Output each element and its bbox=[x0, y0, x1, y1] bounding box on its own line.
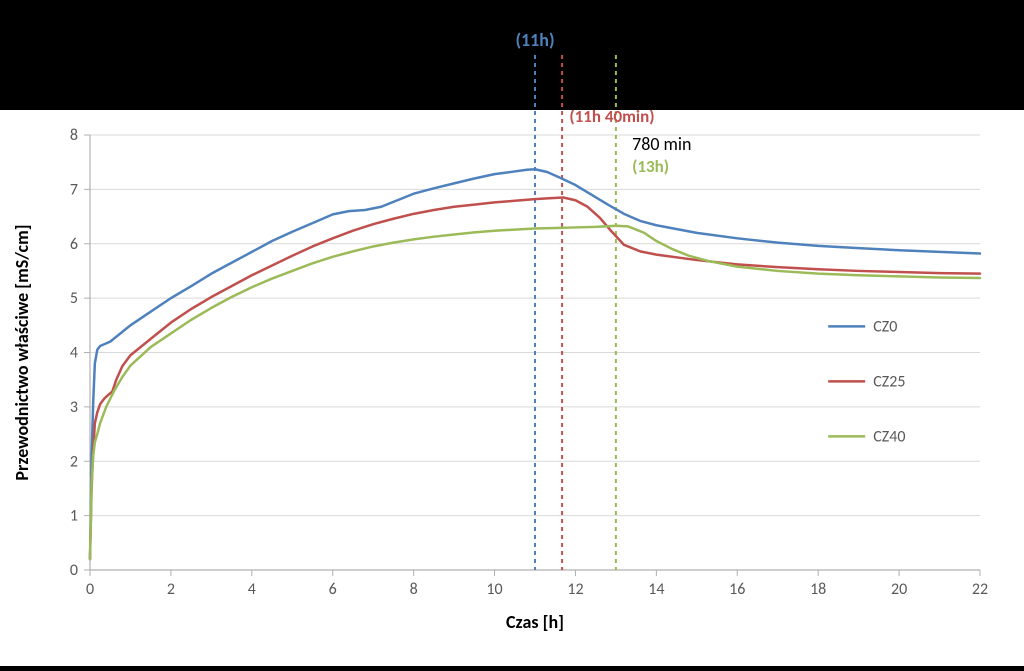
legend-label: CZ40 bbox=[873, 427, 905, 446]
x-tick-label: 6 bbox=[329, 580, 337, 599]
y-tick-label: 4 bbox=[70, 344, 78, 363]
annotation-label: 780 min bbox=[632, 133, 691, 155]
y-tick-label: 3 bbox=[70, 398, 78, 417]
y-tick-label: 7 bbox=[70, 180, 78, 199]
annotation-label-topband: (11h) bbox=[515, 29, 554, 51]
chart-background bbox=[0, 110, 1024, 666]
x-tick-label: 4 bbox=[248, 580, 256, 599]
x-tick-label: 12 bbox=[567, 580, 583, 599]
y-tick-label: 6 bbox=[70, 235, 78, 254]
x-axis-title: Czas [h] bbox=[506, 611, 564, 633]
y-axis-title: Przewodnictwo właściwe [mS/cm] bbox=[11, 224, 33, 480]
y-tick-label: 0 bbox=[70, 561, 78, 580]
y-tick-label: 5 bbox=[70, 289, 78, 308]
conductivity-line-chart: 0246810121416182022012345678Czas [h]Prze… bbox=[0, 0, 1024, 666]
x-tick-label: 8 bbox=[410, 580, 418, 599]
x-tick-label: 14 bbox=[648, 580, 664, 599]
y-tick-label: 8 bbox=[70, 126, 78, 145]
legend-label: CZ0 bbox=[873, 317, 897, 336]
x-tick-label: 20 bbox=[891, 580, 907, 599]
x-tick-label: 22 bbox=[972, 580, 988, 599]
x-tick-label: 2 bbox=[167, 580, 175, 599]
x-tick-label: 10 bbox=[486, 580, 502, 599]
x-tick-label: 0 bbox=[86, 580, 94, 599]
top-black-band bbox=[0, 0, 1024, 110]
x-tick-label: 16 bbox=[729, 580, 745, 599]
y-tick-label: 1 bbox=[70, 507, 78, 526]
chart-container: 0246810121416182022012345678Czas [h]Prze… bbox=[0, 0, 1024, 666]
annotation-label: (13h) bbox=[632, 156, 669, 177]
x-tick-label: 18 bbox=[810, 580, 826, 599]
y-tick-label: 2 bbox=[70, 452, 78, 471]
legend-label: CZ25 bbox=[873, 372, 905, 391]
